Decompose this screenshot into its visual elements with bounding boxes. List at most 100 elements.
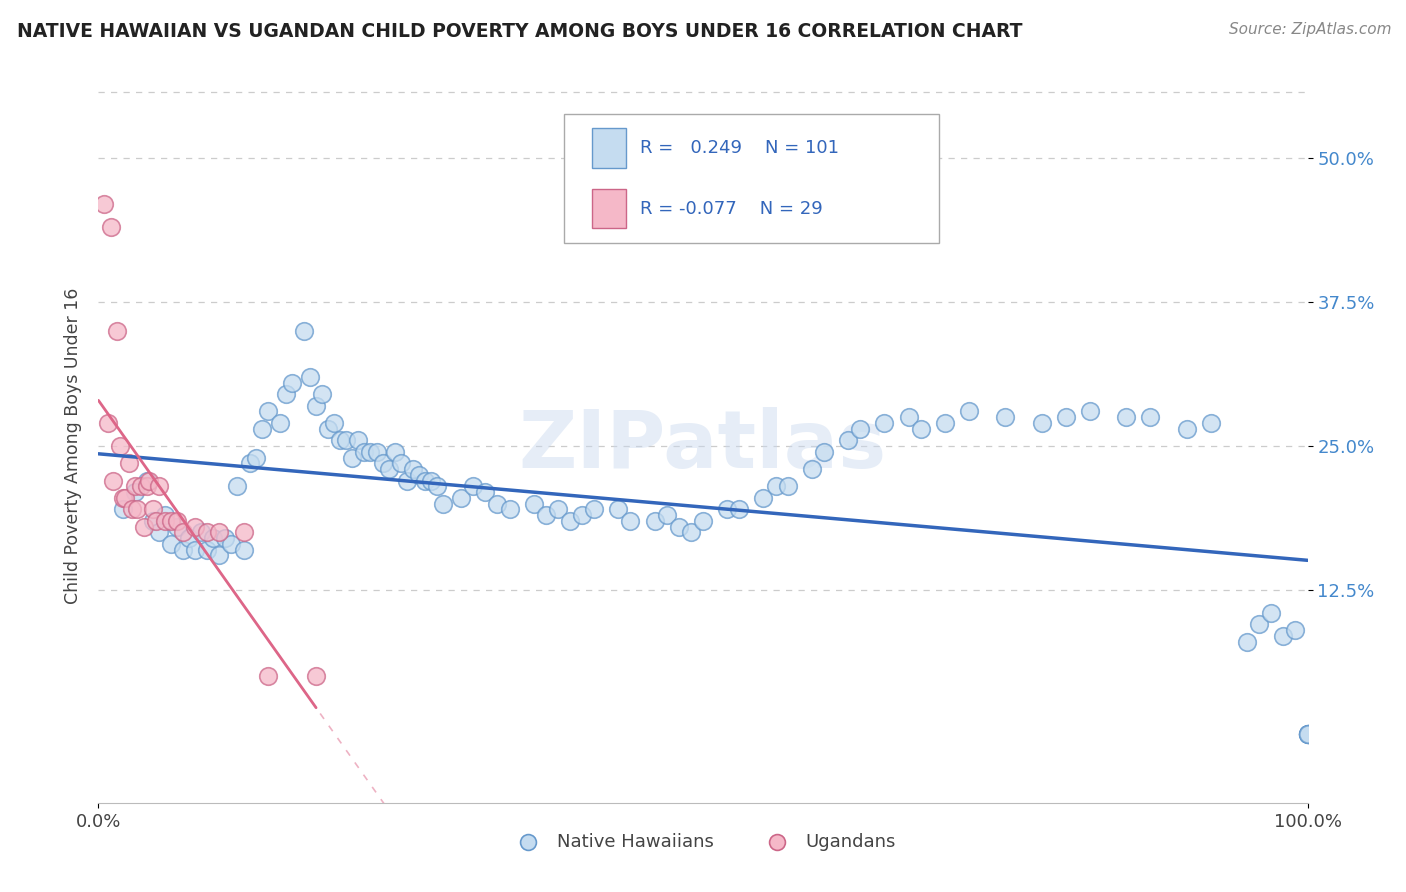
Point [245, 450, 267, 465]
Point [994, 410, 1017, 425]
Point [148, 479, 170, 493]
Point [232, 525, 254, 540]
Point [463, 479, 485, 493]
Point [269, 416, 291, 430]
Point [347, 434, 370, 448]
Point [474, 485, 496, 500]
FancyBboxPatch shape [592, 128, 626, 168]
Point [1296, 727, 1319, 741]
FancyBboxPatch shape [564, 114, 939, 243]
Point [728, 502, 751, 516]
Point [583, 502, 606, 516]
Point [142, 502, 165, 516]
Point [716, 502, 738, 516]
Legend: Native Hawaiians, Ugandans: Native Hawaiians, Ugandans [502, 826, 904, 858]
Point [897, 410, 920, 425]
Point [1236, 634, 1258, 648]
Point [114, 491, 136, 505]
Point [1296, 727, 1319, 741]
Point [195, 542, 218, 557]
Point [299, 370, 322, 384]
Point [342, 450, 364, 465]
Point [208, 549, 231, 563]
Point [118, 456, 141, 470]
Text: NATIVE HAWAIIAN VS UGANDAN CHILD POVERTY AMONG BOYS UNDER 16 CORRELATION CHART: NATIVE HAWAIIAN VS UGANDAN CHILD POVERTY… [17, 22, 1022, 41]
Point [571, 508, 593, 522]
Point [292, 324, 315, 338]
Point [316, 422, 339, 436]
Point [644, 514, 666, 528]
Point [1249, 617, 1271, 632]
Point [395, 474, 418, 488]
Point [402, 462, 425, 476]
Text: R =   0.249    N = 101: R = 0.249 N = 101 [640, 139, 839, 157]
Point [172, 542, 194, 557]
Point [547, 502, 569, 516]
Point [111, 491, 134, 505]
Point [523, 497, 546, 511]
Text: R = -0.077    N = 29: R = -0.077 N = 29 [640, 200, 823, 218]
Point [135, 479, 157, 493]
Point [752, 491, 775, 505]
Point [1139, 410, 1161, 425]
Point [813, 444, 835, 458]
Y-axis label: Child Poverty Among Boys Under 16: Child Poverty Among Boys Under 16 [63, 288, 82, 604]
Point [1284, 623, 1306, 637]
Point [384, 444, 406, 458]
Point [1296, 727, 1319, 741]
Point [1054, 410, 1077, 425]
Point [226, 479, 249, 493]
Point [160, 514, 183, 528]
Point [655, 508, 678, 522]
Point [239, 456, 262, 470]
Point [124, 479, 146, 493]
Point [311, 387, 333, 401]
Point [1031, 416, 1053, 430]
Text: Source: ZipAtlas.com: Source: ZipAtlas.com [1229, 22, 1392, 37]
Point [1115, 410, 1137, 425]
Point [335, 434, 357, 448]
Point [184, 519, 207, 533]
Point [108, 439, 131, 453]
Point [281, 376, 304, 390]
Point [1296, 727, 1319, 741]
Point [366, 444, 388, 458]
Point [534, 508, 557, 522]
Point [166, 519, 188, 533]
Point [1199, 416, 1222, 430]
Point [329, 434, 352, 448]
Point [413, 474, 436, 488]
Point [184, 542, 207, 557]
Point [93, 197, 115, 211]
Point [679, 525, 702, 540]
Point [873, 416, 896, 430]
Point [1272, 629, 1295, 643]
Point [166, 514, 188, 528]
Point [353, 444, 375, 458]
Point [101, 474, 124, 488]
Point [776, 479, 799, 493]
Point [800, 462, 823, 476]
Point [232, 542, 254, 557]
Point [1078, 404, 1101, 418]
Point [371, 456, 394, 470]
Point [221, 537, 243, 551]
Point [127, 502, 149, 516]
Point [153, 508, 176, 522]
Point [408, 467, 430, 482]
Point [274, 387, 297, 401]
Point [765, 479, 787, 493]
Point [1296, 727, 1319, 741]
Point [179, 531, 201, 545]
Point [558, 514, 581, 528]
Point [305, 669, 328, 683]
Point [389, 456, 412, 470]
Point [432, 497, 454, 511]
Point [1260, 606, 1282, 620]
Point [256, 669, 278, 683]
Point [910, 422, 932, 436]
Point [360, 444, 382, 458]
Point [202, 531, 225, 545]
Point [1175, 422, 1198, 436]
Point [849, 422, 872, 436]
